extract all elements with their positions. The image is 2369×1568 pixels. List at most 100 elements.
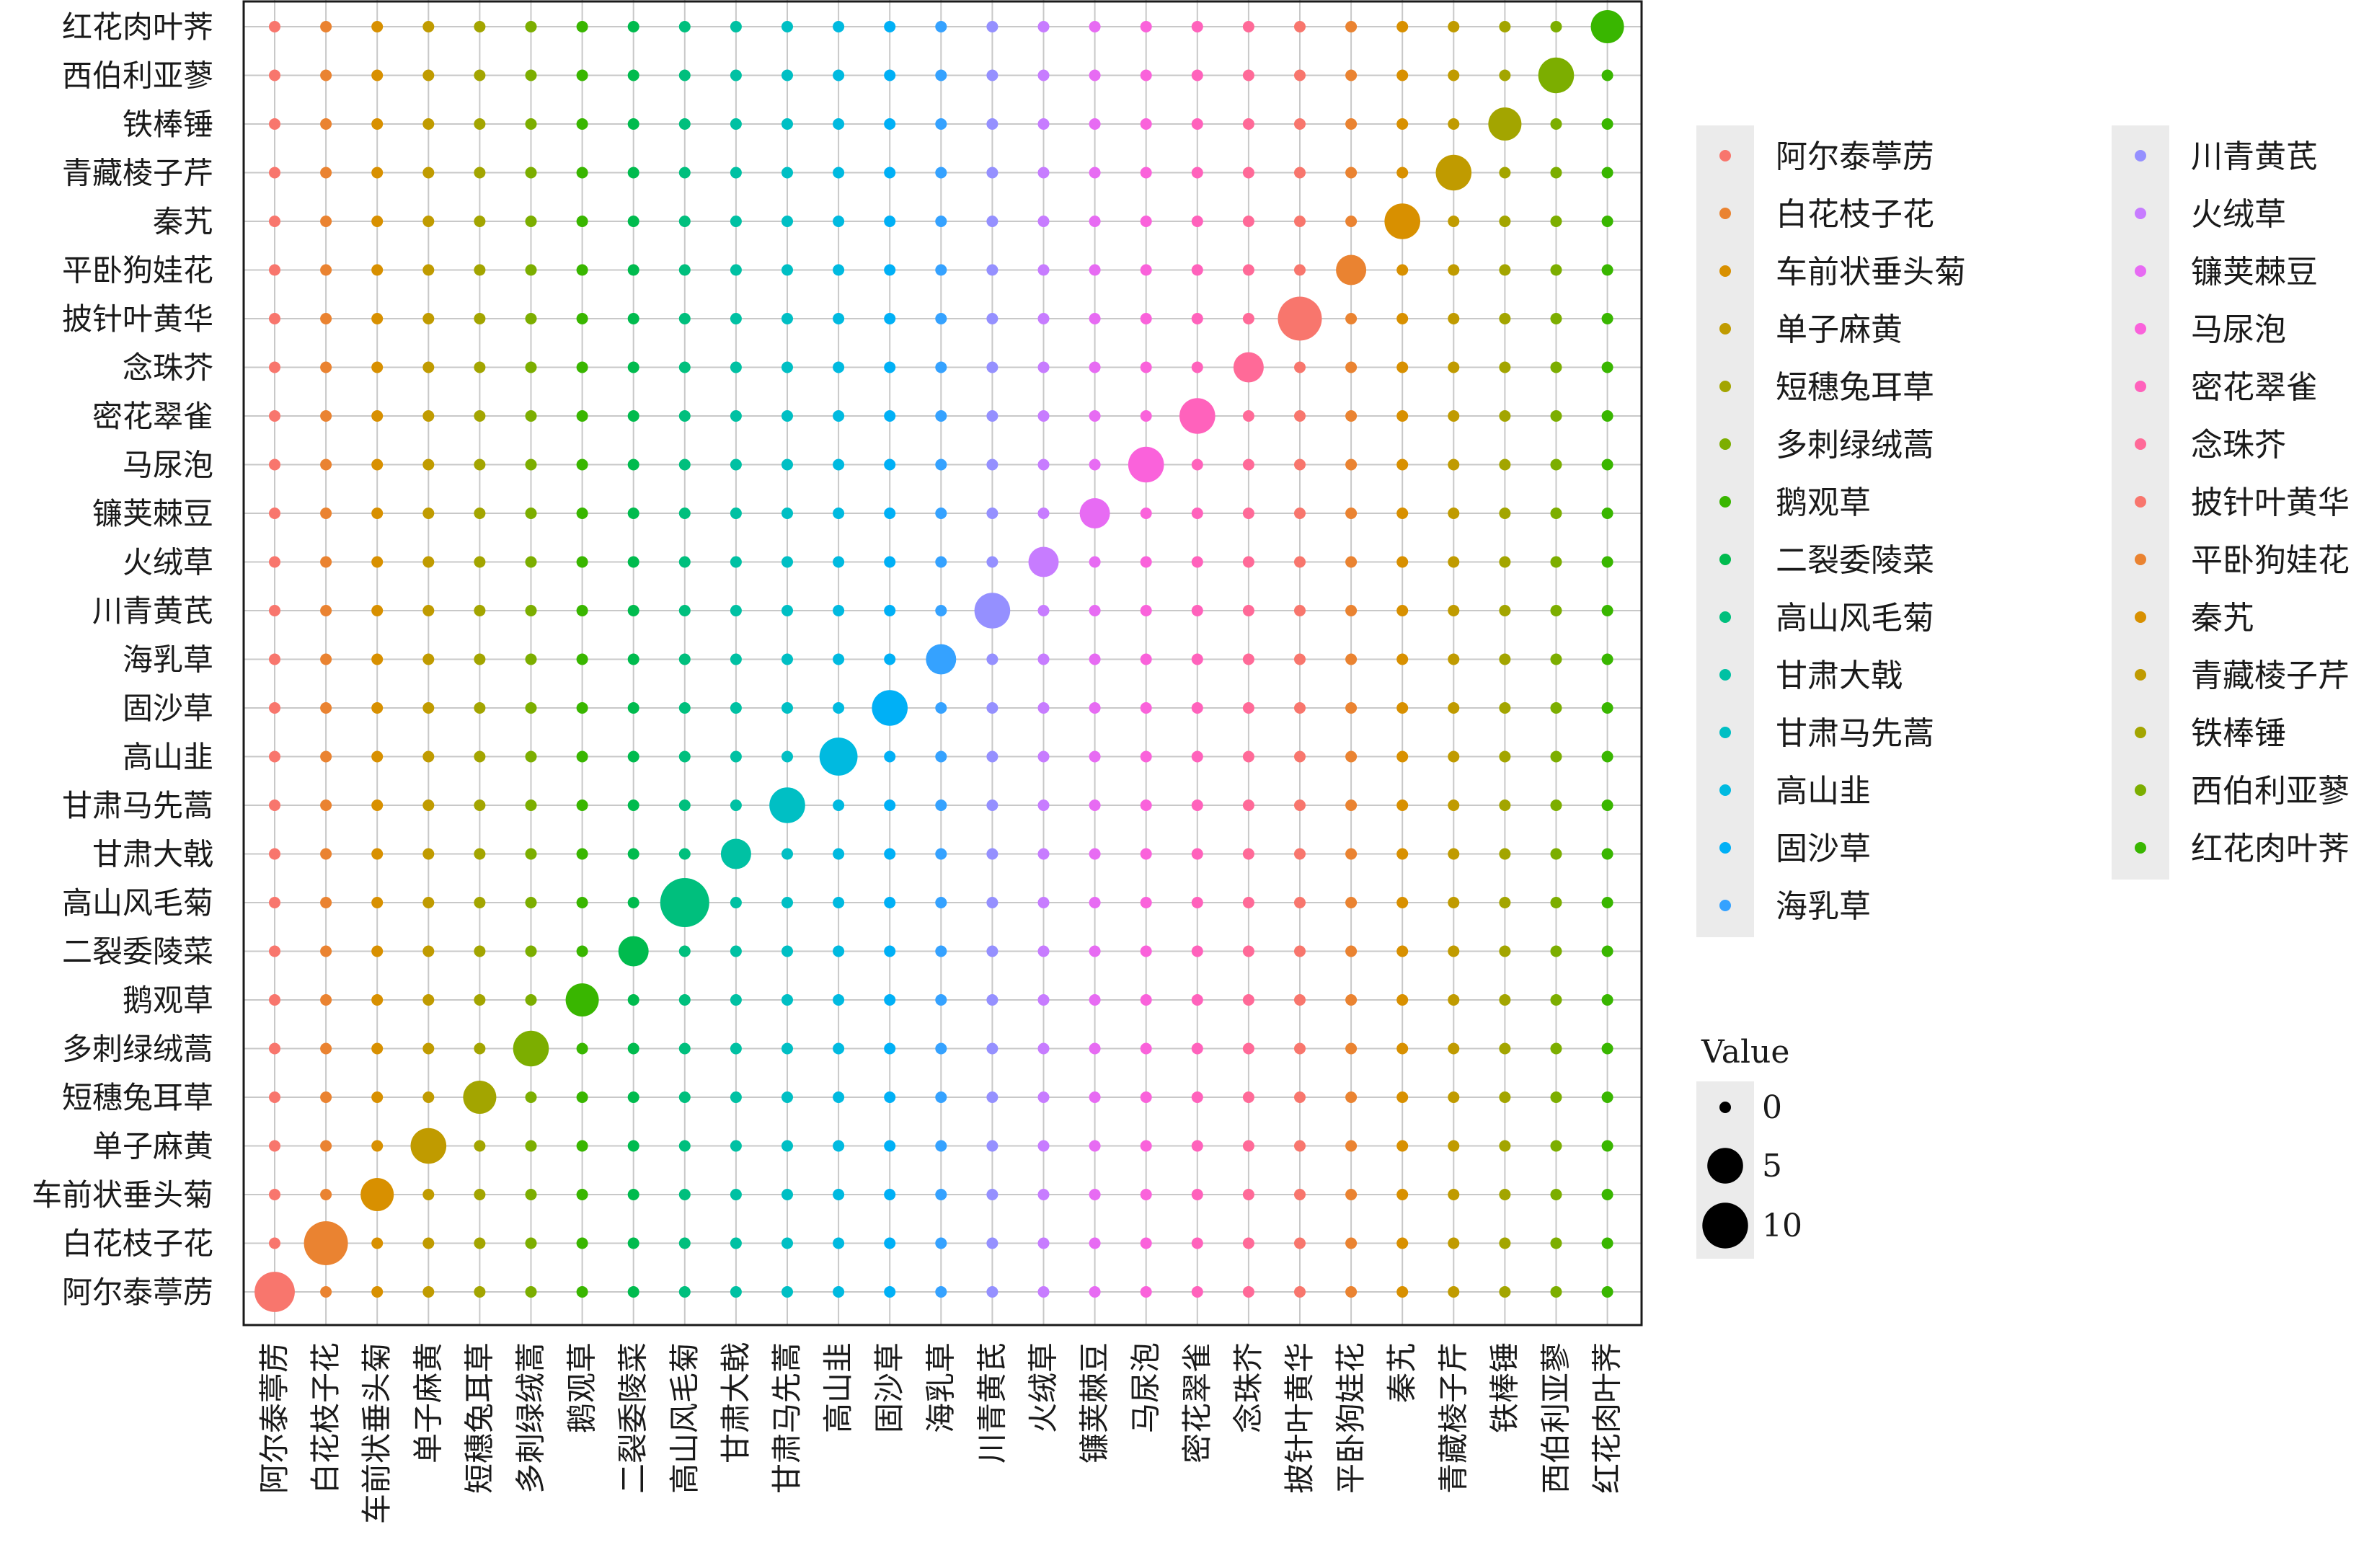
diagonal-point xyxy=(1488,107,1522,141)
y-tick-label: 高山风毛菊 xyxy=(62,885,213,921)
data-point xyxy=(576,459,588,471)
data-point xyxy=(576,848,588,860)
data-point xyxy=(1242,799,1254,811)
y-tick-label: 红花肉叶荠 xyxy=(62,9,213,45)
data-point xyxy=(1191,1286,1203,1298)
diagonal-point xyxy=(926,644,957,675)
data-point xyxy=(1191,167,1203,179)
legend-key xyxy=(1719,381,1731,392)
legend-label: 单子麻黄 xyxy=(1776,311,1903,348)
data-point xyxy=(371,508,384,519)
data-point xyxy=(525,167,537,179)
data-point xyxy=(1242,264,1254,276)
y-tick-label: 短穗兔耳草 xyxy=(62,1080,213,1115)
data-point xyxy=(1294,1091,1306,1103)
data-point xyxy=(1448,945,1460,957)
data-point xyxy=(1499,410,1511,422)
data-point xyxy=(1140,167,1152,179)
data-point xyxy=(269,264,280,276)
data-point xyxy=(730,313,742,324)
data-point xyxy=(269,945,280,957)
data-point xyxy=(627,1189,639,1200)
data-point xyxy=(269,1140,280,1152)
data-point xyxy=(1140,361,1152,373)
data-point xyxy=(1550,1237,1562,1249)
data-point xyxy=(986,653,998,665)
data-point xyxy=(269,508,280,519)
data-point xyxy=(1294,994,1306,1006)
data-point xyxy=(1242,410,1254,422)
data-point xyxy=(884,216,896,227)
data-point xyxy=(422,702,435,714)
data-point xyxy=(1242,653,1254,665)
data-point xyxy=(1294,848,1306,860)
data-point xyxy=(269,1042,280,1055)
data-point xyxy=(1242,556,1254,568)
data-point xyxy=(422,750,435,763)
data-point xyxy=(730,264,742,276)
data-point xyxy=(1601,459,1613,471)
data-point xyxy=(1089,1091,1101,1103)
data-point xyxy=(1499,653,1511,665)
data-point xyxy=(474,653,486,665)
data-point xyxy=(884,1042,896,1055)
legend-label: 火绒草 xyxy=(2191,196,2286,233)
data-point xyxy=(576,313,588,324)
data-point xyxy=(525,410,537,422)
data-point xyxy=(730,750,742,763)
data-point xyxy=(576,556,588,568)
data-point xyxy=(1601,1140,1613,1152)
data-point xyxy=(935,459,947,471)
data-point xyxy=(1601,994,1613,1006)
data-point xyxy=(422,897,435,908)
data-point xyxy=(1448,216,1460,227)
data-point xyxy=(1396,361,1409,373)
data-point xyxy=(1396,556,1409,568)
data-point xyxy=(269,848,280,860)
data-point xyxy=(1191,1140,1203,1152)
data-point xyxy=(884,508,896,519)
y-tick-label: 甘肃大戟 xyxy=(92,837,213,872)
data-point xyxy=(1294,264,1306,276)
x-tick-label: 念珠芥 xyxy=(1231,1342,1266,1433)
diagonal-point xyxy=(1028,546,1059,577)
data-point xyxy=(576,945,588,957)
data-point xyxy=(422,848,435,860)
data-point xyxy=(1550,556,1562,568)
data-point xyxy=(833,313,845,324)
data-point xyxy=(1140,1140,1152,1152)
data-point xyxy=(1242,1237,1254,1249)
data-point xyxy=(730,118,742,130)
data-point xyxy=(1191,897,1203,908)
data-point xyxy=(1037,750,1050,763)
data-point xyxy=(627,1286,639,1298)
data-point xyxy=(627,799,639,811)
data-point xyxy=(1448,459,1460,471)
data-point xyxy=(1601,508,1613,519)
data-point xyxy=(781,653,793,665)
data-point xyxy=(1345,69,1358,81)
x-tick-label: 车前状垂头菊 xyxy=(359,1342,394,1524)
data-point xyxy=(1550,1042,1562,1055)
data-point xyxy=(986,897,998,908)
data-point xyxy=(627,1237,639,1249)
data-point xyxy=(1191,702,1203,714)
data-point xyxy=(678,702,691,714)
data-point xyxy=(781,1189,793,1200)
data-point xyxy=(1550,897,1562,908)
data-point xyxy=(525,994,537,1006)
data-point xyxy=(627,1091,639,1103)
data-point xyxy=(986,945,998,957)
data-point xyxy=(320,1091,332,1103)
data-point xyxy=(678,653,691,665)
data-point xyxy=(678,313,691,324)
legend-label: 念珠芥 xyxy=(2191,427,2286,464)
x-tick-label: 海乳草 xyxy=(923,1342,958,1433)
data-point xyxy=(1396,605,1409,616)
data-point xyxy=(1037,216,1050,227)
data-point xyxy=(1601,361,1613,373)
data-point xyxy=(371,945,384,957)
data-point xyxy=(935,702,947,714)
data-point xyxy=(1037,264,1050,276)
data-point xyxy=(1396,313,1409,324)
